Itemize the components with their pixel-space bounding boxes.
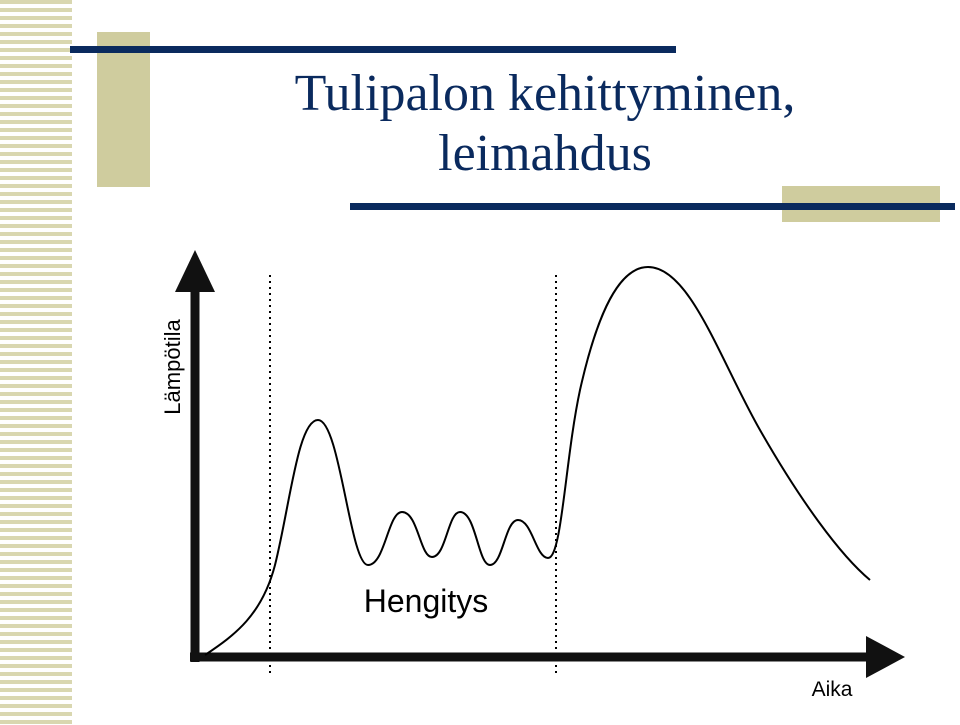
x-arrow [866,636,905,678]
annotation: Hengitys [364,583,489,619]
title-line: Tulipalon kehittyminen, [295,65,796,122]
y-arrow [175,250,215,292]
decor-bar [350,203,955,210]
x-axis-label: Aika [812,678,853,701]
temperature-curve [204,265,871,656]
title-line: leimahdus [438,125,652,182]
y-axis-label: Lämpötila [160,319,185,415]
decor-block [97,32,150,187]
side-stripes [0,0,72,725]
decor-bar [70,46,676,53]
